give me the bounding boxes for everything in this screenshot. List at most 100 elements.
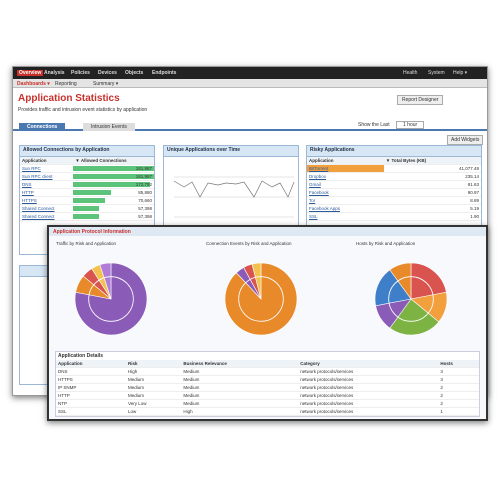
add-widgets[interactable]: Add Widgets <box>447 135 484 145</box>
cell: Facebook <box>307 188 384 197</box>
cell: Very Low <box>126 399 182 408</box>
cell: network protocols/services <box>298 383 439 392</box>
allowed-table: Application ▼ Allowed Connections Sun RPC 1… <box>20 157 154 221</box>
bar <box>73 206 99 211</box>
column-header: Business Relevance <box>181 360 299 368</box>
value-label: 172,792 <box>135 182 152 187</box>
row: BitTorrent 41,077.48 <box>307 164 481 173</box>
cell: 1 <box>438 407 479 416</box>
cell: 5.19 <box>383 204 481 213</box>
cell: Tor <box>307 196 384 205</box>
nav-right[interactable]: Help ▾ <box>453 70 468 76</box>
bar <box>73 166 154 171</box>
widget-title: Allowed Connections by Application <box>20 146 154 157</box>
cell: Medium <box>181 391 299 400</box>
widget-title: Unique Applications over Time <box>164 146 298 157</box>
row: Dropbox 235.14 <box>307 172 481 181</box>
tab[interactable]: Intrusion Events <box>83 123 135 131</box>
cell: HTTP <box>56 391 127 400</box>
pie-slice <box>410 262 447 300</box>
app-name: HTTPS <box>20 196 74 205</box>
row: Gmail 91.63 <box>307 180 481 189</box>
details-title: Application Details <box>58 353 104 359</box>
sub-tab[interactable]: Dashboards ▾ <box>17 81 50 87</box>
nav-tab[interactable]: Devices <box>98 70 117 76</box>
period-select[interactable]: 1 hour <box>396 121 425 129</box>
row: HTTP Medium Medium network protocols/servic… <box>56 391 479 400</box>
front-window: Application Protocol Information Traffic… <box>47 225 488 421</box>
cell: High <box>181 407 299 416</box>
pie-row: Traffic by Risk and Application Connectio… <box>56 241 448 336</box>
cell: Low <box>126 407 182 416</box>
column-header: Risk <box>126 360 182 368</box>
app-name: Sun RPC <box>20 164 74 173</box>
sub-tab[interactable]: Summary ▾ <box>93 81 119 87</box>
column-header: ▼ Total Bytes (KB) <box>383 157 481 165</box>
nav-tab[interactable]: Overview <box>17 70 44 76</box>
cell: IP SNMP <box>56 383 127 392</box>
pie-ring <box>238 276 284 322</box>
row: Facebook 90.97 <box>307 188 481 197</box>
row: SSL 1.90 <box>307 212 481 221</box>
value-label: 181,987 <box>135 174 152 179</box>
pie-slice <box>99 262 112 300</box>
cell: network protocols/services <box>298 407 439 416</box>
cell: 3 <box>438 375 479 384</box>
cell: 2 <box>438 383 479 392</box>
cell: Facebook Apps <box>307 204 384 213</box>
header-row: Application ▼ Total Bytes (KB) <box>307 157 481 165</box>
nav-right[interactable]: Health <box>403 70 418 76</box>
nav-bar: Overview Analysis Policies Devices Objects En… <box>13 67 487 79</box>
value-label: 181,987 <box>135 166 152 171</box>
bar <box>73 214 99 219</box>
nav-tab[interactable]: Objects <box>125 70 144 76</box>
row: DNS High Medium network protocols/services 3 <box>56 367 479 376</box>
sub-nav: Dashboards ▾ Reporting Summary ▾ <box>13 79 487 88</box>
row: Sun RPC client 181,987 <box>20 172 154 181</box>
cell: 41,077.48 <box>383 164 481 173</box>
pie-slice <box>389 262 412 300</box>
cell: network protocols/services <box>298 367 439 376</box>
column-header: Hosts <box>438 360 479 368</box>
row: Shared Connect 57,398 <box>20 212 154 221</box>
nav-tab[interactable]: Policies <box>71 70 90 76</box>
row: HTTPS Medium Medium network protocols/servi… <box>56 375 479 384</box>
header-row: Application ▼ Allowed Connections <box>20 157 154 165</box>
report-button[interactable]: Report Designer <box>397 95 444 105</box>
value-cell: 181,987 <box>73 172 154 181</box>
bar <box>73 174 154 179</box>
cell: SSL <box>307 212 384 221</box>
pie-slice <box>251 262 262 300</box>
nav-tab[interactable]: Analysis <box>44 70 65 76</box>
cell: BitTorrent <box>307 164 384 173</box>
bar <box>73 190 112 195</box>
row: Sun RPC 181,987 <box>20 164 154 173</box>
cell: SSL <box>56 407 127 416</box>
pie-slice <box>389 298 440 336</box>
widget: Allowed Connections by Application Appli… <box>19 145 155 255</box>
cell: NTP <box>56 399 127 408</box>
column-header: Application <box>56 360 127 368</box>
sub-tab[interactable]: Reporting <box>55 81 77 87</box>
details-table: Application Risk Business Relevance Categor… <box>56 360 479 416</box>
column-header: Category <box>298 360 439 368</box>
header-row: Application Risk Business Relevance Categor… <box>56 360 479 368</box>
row: Tor 8.89 <box>307 196 481 205</box>
nav-right[interactable]: System <box>428 70 445 76</box>
row: HTTPS 70,660 <box>20 196 154 205</box>
widget-title: Risky Applications <box>307 146 481 157</box>
details-table: Application Risk Business Relevance Categor… <box>56 360 479 416</box>
app-name: Shared Connect <box>20 212 74 221</box>
value-cell: 70,660 <box>73 196 154 205</box>
risky-table: Application ▼ Total Bytes (KB) BitTorrent 4… <box>307 157 481 221</box>
bar <box>73 198 105 203</box>
nav-tab[interactable]: Endpoints <box>152 70 177 76</box>
row: DNS 172,792 <box>20 180 154 189</box>
tab[interactable]: Connections <box>19 123 66 131</box>
cell: HTTPS <box>56 375 127 384</box>
app-name: DNS <box>20 180 74 189</box>
bar <box>73 182 150 187</box>
cell: 1.90 <box>383 212 481 221</box>
value-cell: 85,880 <box>73 188 154 197</box>
